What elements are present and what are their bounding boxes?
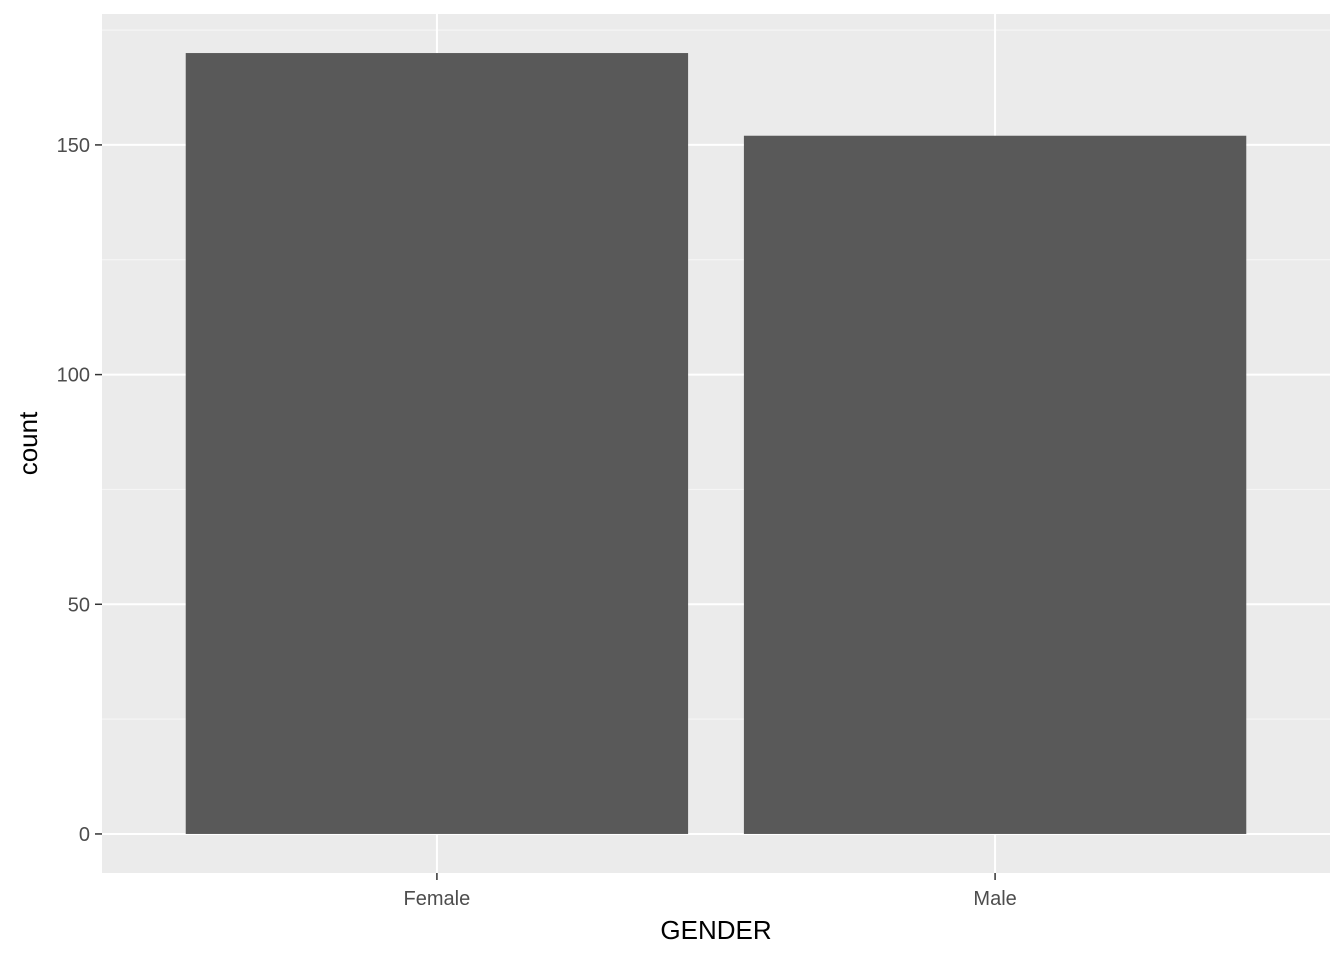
bars — [185, 53, 1247, 834]
bar-male — [743, 135, 1247, 834]
x-tick-label: Female — [404, 888, 471, 910]
y-tick-label: 50 — [68, 594, 90, 616]
x-tick-label: Male — [973, 888, 1016, 910]
y-tick-label: 100 — [57, 365, 90, 387]
y-tick-label: 150 — [57, 135, 90, 157]
axes: 0 50 100 150 Female Male — [57, 135, 1017, 910]
bar-female — [185, 53, 689, 834]
x-axis-title: GENDER — [660, 915, 771, 945]
y-axis-title: count — [13, 411, 43, 475]
y-tick-label: 0 — [79, 824, 90, 846]
